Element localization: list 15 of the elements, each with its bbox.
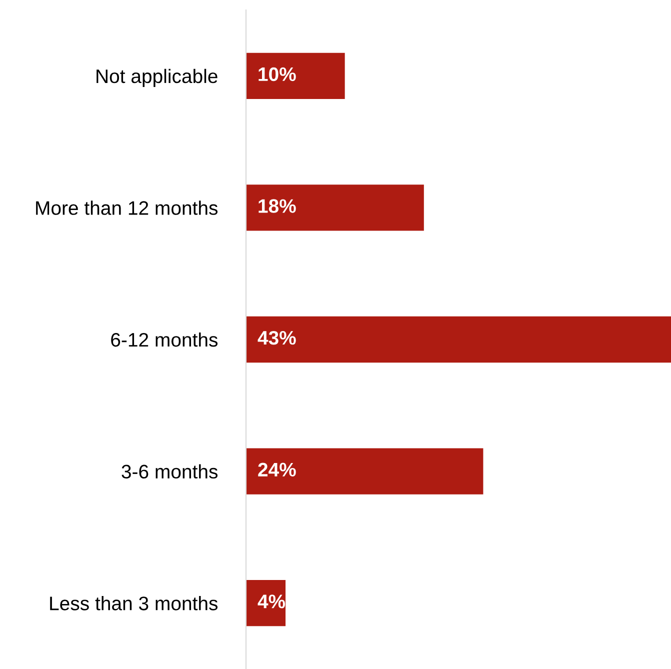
y-tick-label: More than 12 months	[36, 200, 218, 215]
data-label: 24%	[258, 462, 296, 476]
bar	[246, 316, 671, 363]
data-label: 10%	[258, 67, 296, 82]
y-tick-label: 3-6 months	[122, 464, 218, 479]
data-label: 18%	[258, 199, 296, 213]
bar	[246, 184, 424, 231]
y-tick-label: Not applicable	[96, 68, 218, 87]
bar	[246, 580, 286, 626]
y-tick-label: Less than 3 months	[50, 596, 218, 610]
data-label: 43%	[258, 330, 296, 345]
bar	[246, 448, 484, 494]
bar	[246, 52, 345, 99]
data-label: 4%	[258, 594, 286, 608]
y-tick-label: 6-12 months	[111, 332, 218, 347]
